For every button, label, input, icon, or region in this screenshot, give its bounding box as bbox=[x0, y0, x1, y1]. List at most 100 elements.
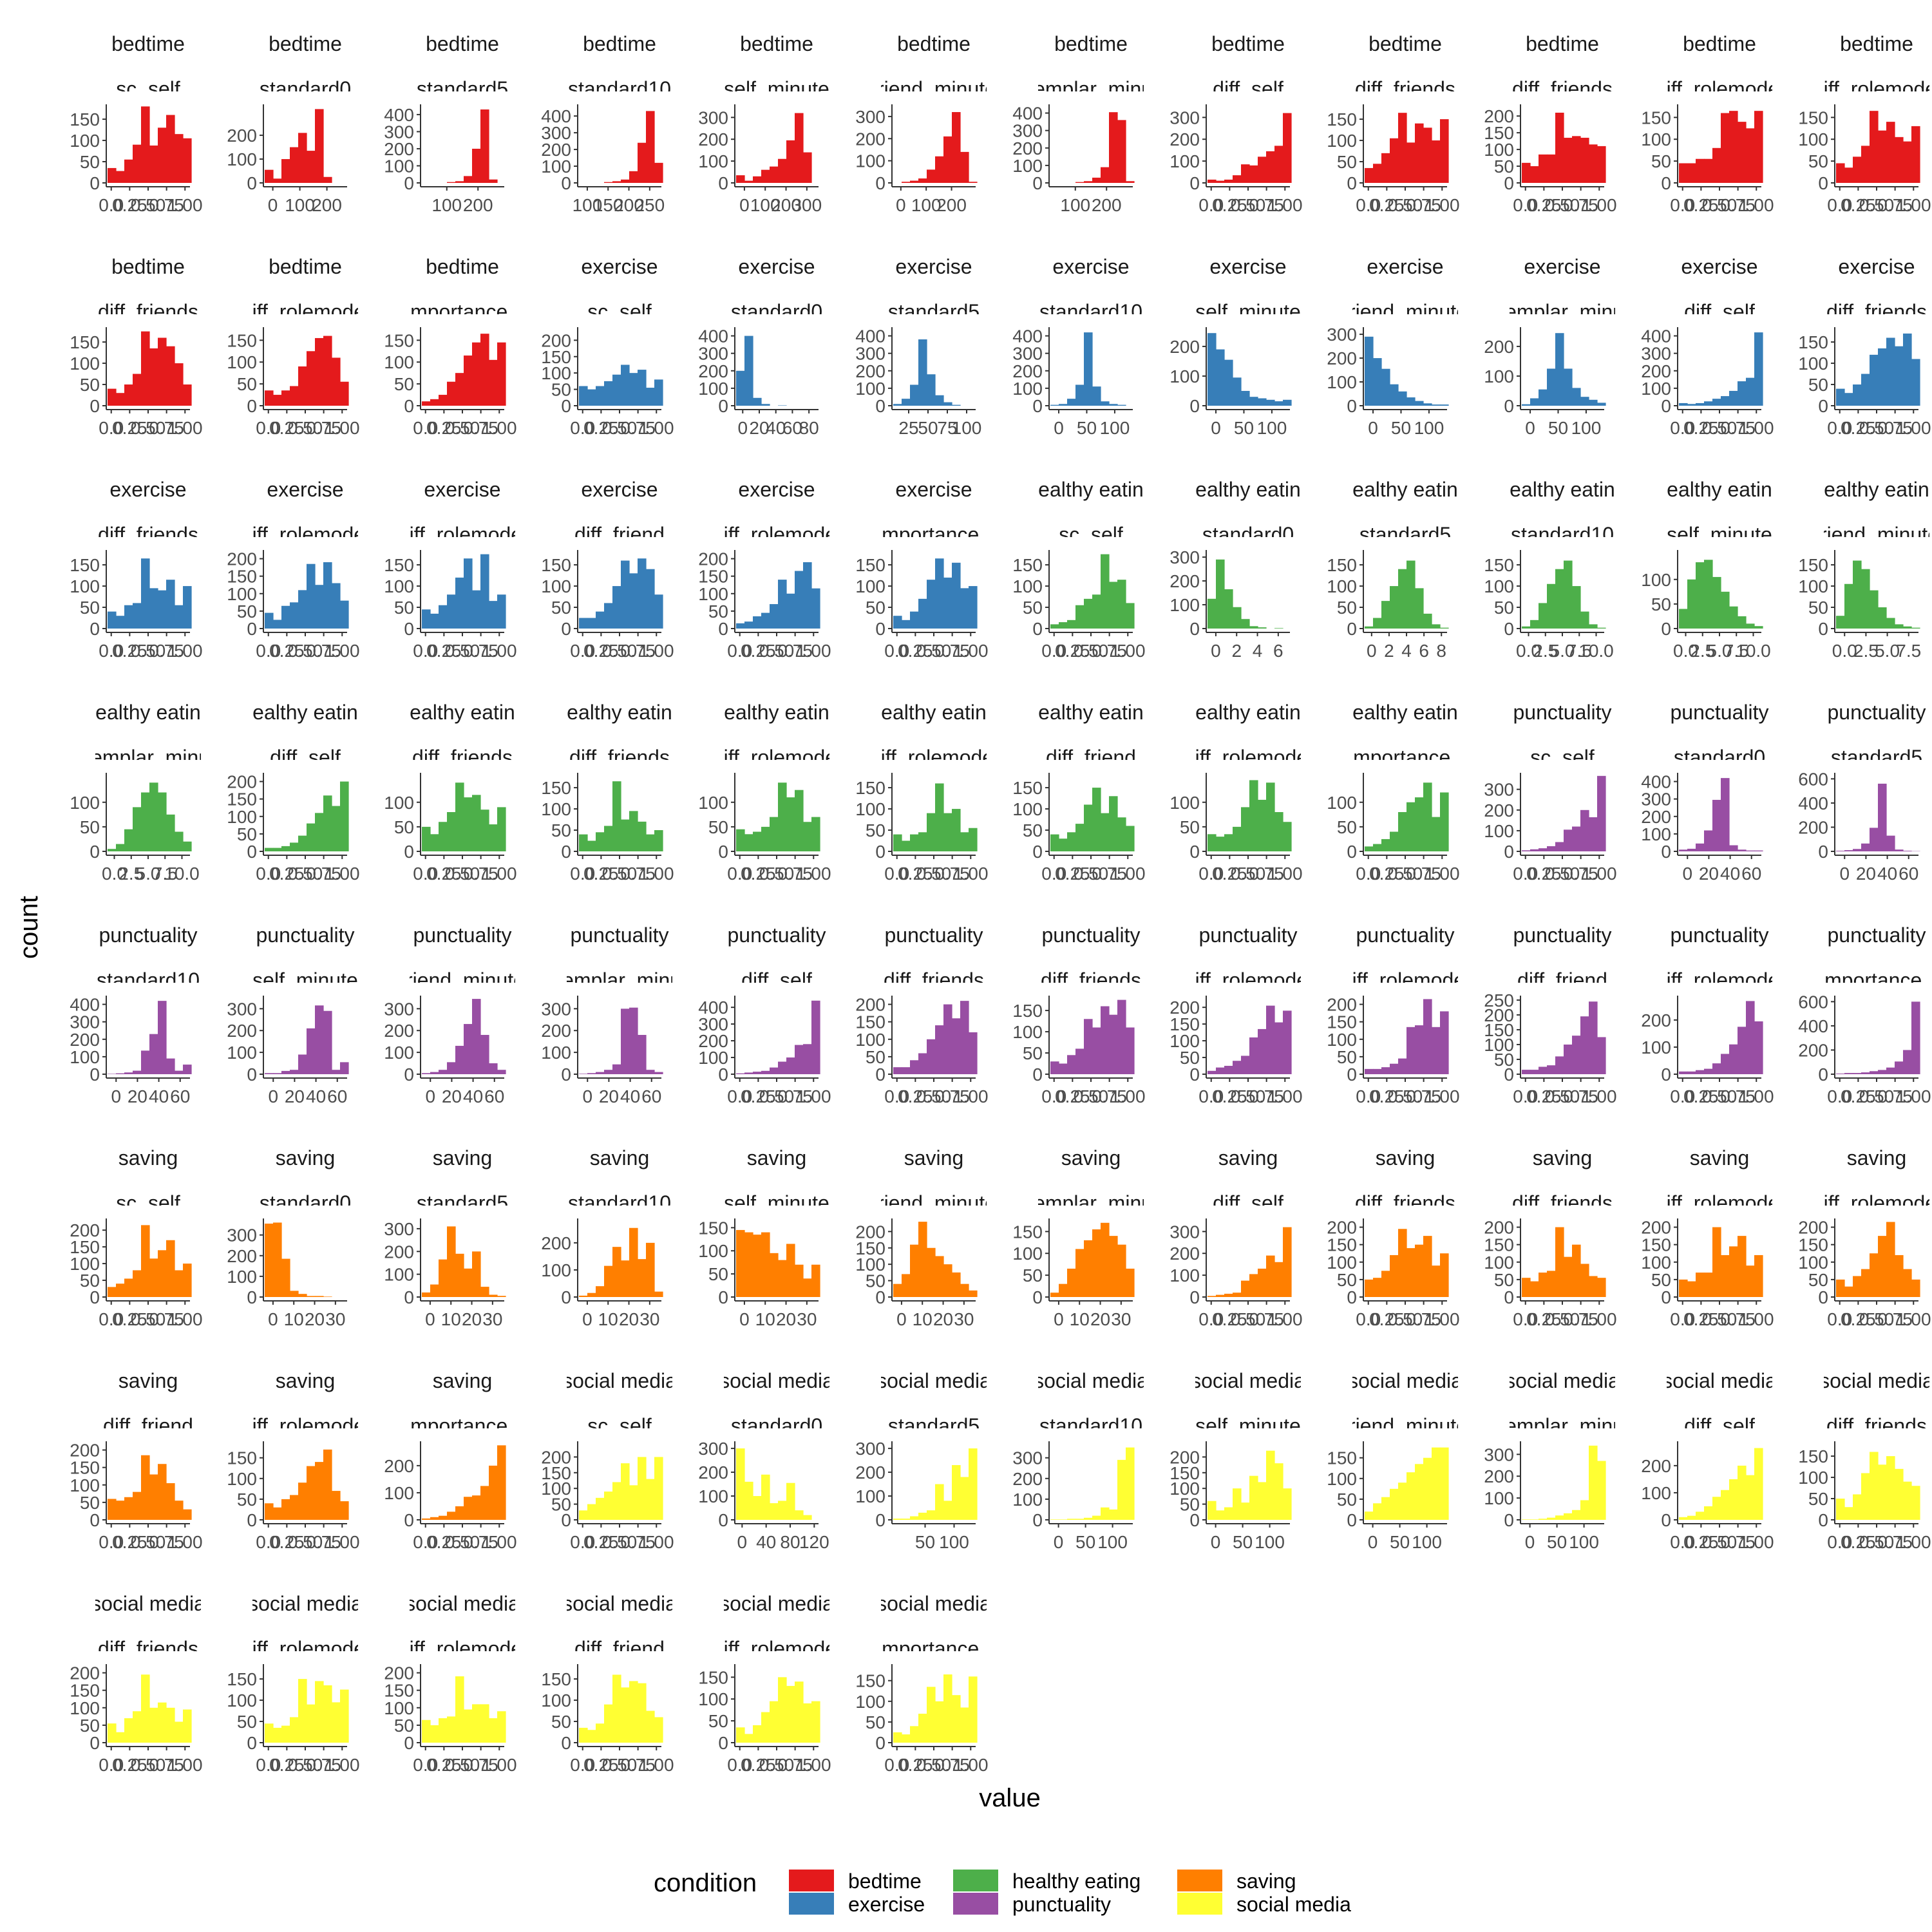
y-tick-label: 200 bbox=[855, 1463, 886, 1482]
facet-strip-condition: bedtime bbox=[583, 32, 656, 55]
histogram-bar bbox=[1224, 179, 1233, 183]
histogram-bar bbox=[315, 109, 324, 183]
y-tick-label: 400 bbox=[1641, 327, 1671, 346]
y-tick-label: 50 bbox=[551, 1712, 571, 1732]
y-tick-label: 150 bbox=[541, 1669, 571, 1689]
histogram-bar bbox=[1415, 1464, 1424, 1520]
histogram-bar bbox=[1101, 167, 1110, 183]
histogram-bar bbox=[943, 1004, 952, 1074]
y-tick-label: 0 bbox=[1818, 1510, 1828, 1530]
histogram-bar bbox=[1870, 828, 1879, 851]
histogram-bar bbox=[795, 1510, 804, 1520]
y-tick-label: 100 bbox=[70, 576, 100, 596]
histogram-bar bbox=[1539, 1273, 1548, 1297]
x-tick-label: 0.50 bbox=[916, 864, 952, 884]
facet-strip-condition: punctuality bbox=[885, 923, 983, 947]
x-tick-label: 200 bbox=[1092, 195, 1122, 215]
facet-strip-condition: exercise bbox=[738, 255, 815, 278]
x-tick-label: 1.00 bbox=[1896, 1532, 1931, 1552]
histogram-bar bbox=[1597, 146, 1606, 183]
y-tick-label: 100 bbox=[698, 1241, 728, 1261]
histogram-bar bbox=[1564, 1256, 1573, 1297]
y-tick-label: 50 bbox=[80, 817, 100, 837]
y-tick-label: 300 bbox=[855, 107, 886, 127]
facet-strip-measure: self_minute bbox=[1667, 523, 1772, 546]
x-tick-label: 60 bbox=[484, 1086, 504, 1106]
x-tick-label: 0.0 bbox=[256, 418, 281, 438]
histogram-bar bbox=[1398, 1058, 1407, 1074]
x-tick-label: 0.0 bbox=[1513, 195, 1538, 215]
histogram-bar bbox=[612, 374, 621, 406]
facet-strip-condition: exercise bbox=[109, 478, 186, 501]
x-tick-label: 5.0 bbox=[136, 864, 161, 884]
histogram-bar bbox=[579, 386, 588, 406]
histogram-bar bbox=[1895, 346, 1904, 406]
histogram-bar bbox=[1415, 123, 1424, 183]
x-tick-label: 200 bbox=[936, 195, 967, 215]
histogram-bar bbox=[1712, 399, 1721, 406]
histogram-bar bbox=[1687, 1281, 1696, 1297]
histogram-bar bbox=[910, 384, 919, 406]
x-tick-label: 0.50 bbox=[1702, 1086, 1738, 1106]
facet-strip-measure: importance_ bbox=[877, 1637, 991, 1660]
y-tick-label: 100 bbox=[1641, 1253, 1671, 1273]
histogram-bar bbox=[422, 1518, 431, 1520]
histogram-bar bbox=[1911, 1001, 1920, 1074]
y-tick-label: 200 bbox=[698, 361, 728, 381]
histogram-bar bbox=[1216, 180, 1225, 183]
y-tick-label: 0 bbox=[1504, 396, 1514, 416]
facet-strip-condition: saving bbox=[590, 1146, 650, 1170]
facet-strip-condition: exercise bbox=[424, 478, 500, 501]
x-tick-label: 0.0 bbox=[727, 641, 752, 661]
histogram-bar bbox=[1547, 1065, 1556, 1074]
legend-entry: healthy eating bbox=[953, 1870, 1141, 1893]
facet-strip-measure: diff_rolemodel bbox=[1812, 77, 1932, 100]
histogram-bar bbox=[307, 151, 316, 183]
histogram-bar bbox=[290, 1717, 299, 1743]
facet-strip-condition: healthy eating bbox=[555, 701, 683, 724]
histogram-bar bbox=[1258, 1028, 1267, 1074]
y-tick-label: 50 bbox=[1023, 598, 1043, 618]
x-tick-label: 0.25 bbox=[1055, 641, 1090, 661]
x-tick-label: 1.00 bbox=[953, 641, 989, 661]
x-tick-label: 40 bbox=[1877, 864, 1897, 884]
y-tick-label: 300 bbox=[855, 1439, 886, 1459]
x-tick-label: 0 bbox=[1211, 1532, 1221, 1552]
histogram-bar bbox=[1241, 619, 1250, 629]
y-tick-label: 0 bbox=[1347, 1510, 1357, 1530]
y-tick-label: 200 bbox=[1170, 998, 1200, 1018]
x-tick-label: 0.0 bbox=[884, 864, 909, 884]
x-tick-label: 0.0 bbox=[1041, 641, 1066, 661]
y-tick-label: 0 bbox=[90, 396, 100, 416]
histogram-bar bbox=[1126, 1027, 1135, 1074]
x-tick-label: 0.0 bbox=[1198, 864, 1224, 884]
x-tick-label: 0.25 bbox=[426, 1755, 462, 1775]
histogram-bar bbox=[439, 1259, 448, 1297]
x-tick-label: 20 bbox=[1699, 864, 1719, 884]
histogram-bar bbox=[323, 176, 332, 183]
histogram-bar bbox=[1233, 377, 1242, 406]
histogram-bar bbox=[1555, 569, 1564, 629]
x-tick-label: 0.50 bbox=[759, 864, 795, 884]
x-tick-label: 1.00 bbox=[1739, 1086, 1774, 1106]
x-tick-label: 0.0 bbox=[1670, 195, 1695, 215]
histogram-bar bbox=[935, 1484, 944, 1520]
x-tick-label: 0.75 bbox=[306, 418, 341, 438]
histogram-bar bbox=[753, 1725, 762, 1743]
histogram-bar bbox=[455, 782, 464, 851]
histogram-bar bbox=[753, 831, 762, 851]
histogram-bar bbox=[1406, 560, 1416, 629]
x-tick-label: 0.50 bbox=[131, 1755, 166, 1775]
y-tick-label: 100 bbox=[1012, 156, 1043, 176]
histogram-bar bbox=[1539, 848, 1548, 851]
y-tick-label: 50 bbox=[1180, 1495, 1200, 1515]
histogram-bar bbox=[1903, 333, 1912, 406]
x-tick-label: 10 bbox=[755, 1309, 775, 1329]
histogram-bar bbox=[761, 1232, 770, 1297]
histogram-bar bbox=[1746, 1001, 1755, 1074]
x-tick-label: 0.50 bbox=[1545, 864, 1580, 884]
y-tick-label: 100 bbox=[1170, 595, 1200, 615]
